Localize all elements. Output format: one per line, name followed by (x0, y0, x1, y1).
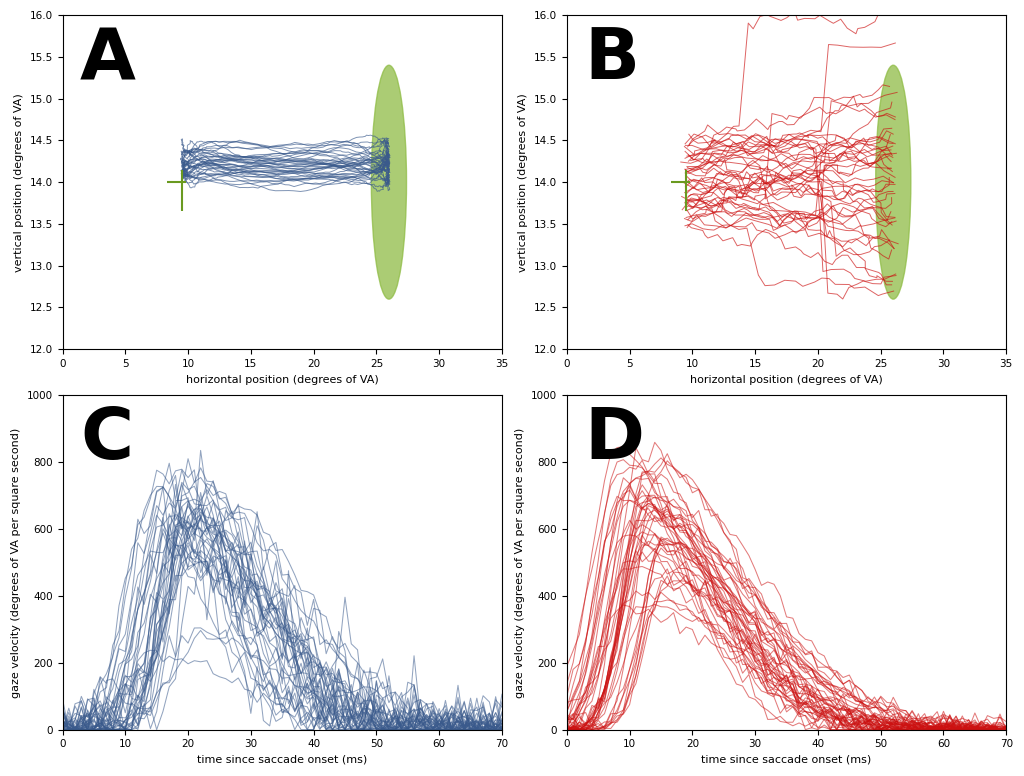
Text: C: C (80, 406, 133, 474)
Y-axis label: vertical position (degrees of VA): vertical position (degrees of VA) (518, 93, 528, 272)
Text: D: D (585, 406, 644, 474)
Circle shape (372, 65, 407, 299)
Y-axis label: gaze velocity (degrees of VA per square second): gaze velocity (degrees of VA per square … (515, 428, 525, 698)
X-axis label: horizontal position (degrees of VA): horizontal position (degrees of VA) (185, 375, 379, 385)
Text: B: B (585, 25, 640, 94)
X-axis label: horizontal position (degrees of VA): horizontal position (degrees of VA) (690, 375, 883, 385)
X-axis label: time since saccade onset (ms): time since saccade onset (ms) (197, 755, 368, 765)
Y-axis label: vertical position (degrees of VA): vertical position (degrees of VA) (14, 93, 24, 272)
X-axis label: time since saccade onset (ms): time since saccade onset (ms) (701, 755, 871, 765)
Text: A: A (80, 25, 136, 94)
Circle shape (876, 65, 910, 299)
Y-axis label: gaze velocity (degrees of VA per square second): gaze velocity (degrees of VA per square … (11, 428, 22, 698)
